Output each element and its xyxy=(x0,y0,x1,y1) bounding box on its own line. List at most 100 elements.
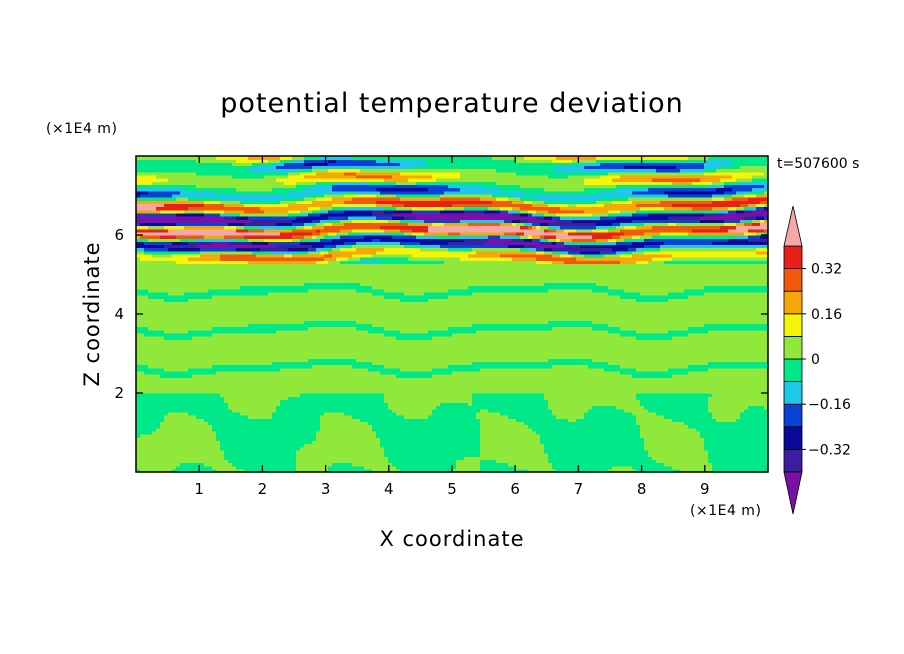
field-cell xyxy=(552,168,657,173)
field-cell xyxy=(604,367,637,372)
field-cell xyxy=(184,291,269,296)
field-cell xyxy=(320,156,353,160)
field-cell xyxy=(544,238,549,242)
field-cell xyxy=(584,253,605,258)
field-cell xyxy=(728,238,749,242)
field-cell xyxy=(528,225,533,230)
field-cell xyxy=(296,465,329,470)
field-cell xyxy=(544,212,557,217)
field-cell xyxy=(644,405,709,410)
colorbar-segment xyxy=(783,245,803,270)
field-cell xyxy=(300,446,385,451)
field-cell xyxy=(620,174,733,179)
field-cell xyxy=(440,193,493,198)
x-tick-label: 1 xyxy=(194,480,204,498)
field-cell xyxy=(620,209,637,214)
field-cell xyxy=(136,348,768,353)
field-cell xyxy=(136,380,768,385)
field-cell xyxy=(480,453,549,457)
field-cell xyxy=(748,190,765,195)
field-cell xyxy=(324,222,333,227)
field-cell xyxy=(744,193,757,198)
field-cell xyxy=(412,231,425,236)
field-cell xyxy=(252,250,273,255)
field-cell xyxy=(480,443,545,448)
field-cell xyxy=(516,222,525,227)
field-cell xyxy=(708,405,749,410)
field-cell xyxy=(620,332,689,337)
field-cell xyxy=(608,291,641,296)
field-cell xyxy=(536,250,545,255)
field-cell xyxy=(520,225,529,230)
field-cell xyxy=(376,187,429,192)
field-cell xyxy=(752,222,761,227)
field-cell xyxy=(288,203,333,208)
field-cell xyxy=(736,222,745,227)
field-cell xyxy=(732,193,745,198)
field-cell xyxy=(728,209,737,214)
field-cell xyxy=(756,193,768,198)
field-cell xyxy=(312,168,329,173)
field-cell xyxy=(668,329,709,334)
field-cell xyxy=(384,393,473,397)
field-cell xyxy=(428,162,581,167)
field-cell xyxy=(560,225,597,230)
field-cell xyxy=(528,209,537,214)
field-cell xyxy=(396,193,441,198)
field-cell xyxy=(136,332,145,337)
field-cell xyxy=(356,174,393,179)
field-cell xyxy=(136,263,768,268)
field-cell xyxy=(236,225,245,230)
field-cell xyxy=(648,260,665,265)
field-cell xyxy=(356,247,385,252)
field-cell xyxy=(636,225,653,230)
field-cell xyxy=(248,168,297,173)
field-cell xyxy=(516,465,553,470)
field-cell xyxy=(640,235,653,239)
field-cell xyxy=(136,165,253,170)
field-cell xyxy=(548,288,593,293)
field-cell xyxy=(480,197,497,201)
field-cell xyxy=(544,282,597,287)
field-cell xyxy=(468,253,501,258)
field-cell xyxy=(212,326,309,331)
field-cell xyxy=(188,257,221,261)
field-cell xyxy=(428,415,477,419)
field-cell xyxy=(376,203,393,208)
field-cell xyxy=(536,209,549,214)
field-cell xyxy=(136,320,305,325)
field-cell xyxy=(312,225,325,230)
field-cell xyxy=(496,459,549,464)
field-cell xyxy=(232,162,253,167)
colorbar-segment xyxy=(783,403,803,428)
field-cell xyxy=(540,225,549,230)
field-cell xyxy=(224,396,289,400)
field-cell xyxy=(712,462,768,467)
field-cell xyxy=(428,228,545,233)
field-cell xyxy=(168,178,277,182)
field-cell xyxy=(640,206,665,211)
field-cell xyxy=(136,203,165,208)
field-cell xyxy=(680,168,705,173)
field-cell xyxy=(608,361,709,366)
field-cell xyxy=(616,216,669,220)
y-tick-label: 6 xyxy=(114,226,124,244)
field-cell xyxy=(136,272,768,277)
field-cell xyxy=(316,247,325,252)
field-cell xyxy=(136,323,249,328)
field-cell xyxy=(460,174,549,179)
field-cell xyxy=(700,216,745,220)
field-cell xyxy=(324,244,337,249)
field-cell xyxy=(704,285,768,290)
field-cell xyxy=(536,430,641,435)
field-cell xyxy=(764,184,768,189)
field-cell xyxy=(432,222,445,227)
field-cell xyxy=(148,295,213,299)
field-cell xyxy=(136,156,217,160)
field-cell xyxy=(532,203,549,208)
field-cell xyxy=(360,168,497,173)
field-cell xyxy=(156,174,233,179)
field-cell xyxy=(228,459,297,464)
colorbar-segment xyxy=(783,268,803,292)
field-cell xyxy=(212,465,237,470)
